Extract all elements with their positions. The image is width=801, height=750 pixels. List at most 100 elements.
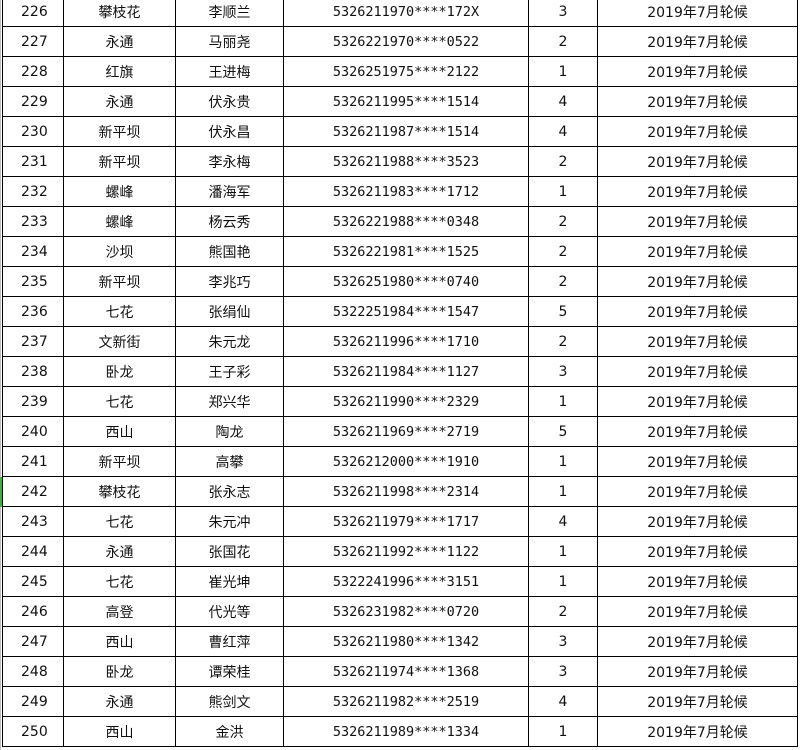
name-cell[interactable]: 熊剑文 — [175, 686, 284, 717]
id-number-cell[interactable]: 5326211974****1368 — [283, 656, 529, 687]
town-cell[interactable]: 西山 — [63, 626, 176, 657]
batch-cell[interactable]: 2019年7月轮候 — [597, 26, 798, 57]
household-size-cell[interactable]: 2 — [528, 596, 598, 627]
household-size-cell[interactable]: 2 — [528, 326, 598, 357]
batch-cell[interactable]: 2019年7月轮候 — [597, 176, 798, 207]
town-cell[interactable]: 文新街 — [63, 326, 176, 357]
name-cell[interactable]: 潘海军 — [175, 176, 284, 207]
batch-cell[interactable]: 2019年7月轮候 — [597, 566, 798, 597]
row-number[interactable]: 248 — [2, 656, 64, 687]
batch-cell[interactable]: 2019年7月轮候 — [597, 446, 798, 477]
batch-cell[interactable]: 2019年7月轮候 — [597, 536, 798, 567]
batch-cell[interactable]: 2019年7月轮候 — [597, 146, 798, 177]
batch-cell[interactable]: 2019年7月轮候 — [597, 626, 798, 657]
household-size-cell[interactable]: 2 — [528, 266, 598, 297]
name-cell[interactable]: 金洪 — [175, 716, 284, 747]
id-number-cell[interactable]: 5326211998****2314 — [283, 476, 529, 507]
id-number-cell[interactable]: 5326211980****1342 — [283, 626, 529, 657]
id-number-cell[interactable]: 5326231982****0720 — [283, 596, 529, 627]
id-number-cell[interactable]: 5326211983****1712 — [283, 176, 529, 207]
row-number[interactable]: 240 — [2, 416, 64, 447]
row-number[interactable]: 235 — [2, 266, 64, 297]
row-number[interactable]: 241 — [2, 446, 64, 477]
batch-cell[interactable]: 2019年7月轮候 — [597, 386, 798, 417]
name-cell[interactable]: 代光等 — [175, 596, 284, 627]
row-number[interactable]: 239 — [2, 386, 64, 417]
name-cell[interactable]: 张绢仙 — [175, 296, 284, 327]
town-cell[interactable]: 永通 — [63, 686, 176, 717]
town-cell[interactable]: 七花 — [63, 506, 176, 537]
household-size-cell[interactable]: 3 — [528, 356, 598, 387]
name-cell[interactable]: 张永志 — [175, 476, 284, 507]
batch-cell[interactable]: 2019年7月轮候 — [597, 716, 798, 747]
id-number-cell[interactable]: 5326221981****1525 — [283, 236, 529, 267]
row-number[interactable]: 229 — [2, 86, 64, 117]
id-number-cell[interactable]: 5326211970****172X — [283, 0, 529, 27]
row-number[interactable]: 249 — [2, 686, 64, 717]
id-number-cell[interactable]: 5322251984****1547 — [283, 296, 529, 327]
name-cell[interactable]: 伏永贵 — [175, 86, 284, 117]
town-cell[interactable]: 西山 — [63, 716, 176, 747]
row-number[interactable]: 233 — [2, 206, 64, 237]
id-number-cell[interactable]: 5326221988****0348 — [283, 206, 529, 237]
row-number[interactable]: 247 — [2, 626, 64, 657]
town-cell[interactable]: 攀枝花 — [63, 0, 176, 27]
household-size-cell[interactable]: 1 — [528, 476, 598, 507]
name-cell[interactable]: 陶龙 — [175, 416, 284, 447]
row-number[interactable]: 227 — [2, 26, 64, 57]
town-cell[interactable]: 七花 — [63, 386, 176, 417]
name-cell[interactable]: 马丽尧 — [175, 26, 284, 57]
row-number[interactable]: 243 — [2, 506, 64, 537]
household-size-cell[interactable]: 5 — [528, 296, 598, 327]
town-cell[interactable]: 永通 — [63, 536, 176, 567]
row-number[interactable]: 231 — [2, 146, 64, 177]
row-number[interactable]: 242 — [2, 476, 64, 507]
household-size-cell[interactable]: 1 — [528, 446, 598, 477]
name-cell[interactable]: 李兆巧 — [175, 266, 284, 297]
id-number-cell[interactable]: 5326251975****2122 — [283, 56, 529, 87]
id-number-cell[interactable]: 5326211979****1717 — [283, 506, 529, 537]
name-cell[interactable]: 伏永昌 — [175, 116, 284, 147]
town-cell[interactable]: 七花 — [63, 566, 176, 597]
row-number[interactable]: 234 — [2, 236, 64, 267]
id-number-cell[interactable]: 5326211969****2719 — [283, 416, 529, 447]
household-size-cell[interactable]: 3 — [528, 656, 598, 687]
household-size-cell[interactable]: 3 — [528, 626, 598, 657]
batch-cell[interactable]: 2019年7月轮候 — [597, 206, 798, 237]
batch-cell[interactable]: 2019年7月轮候 — [597, 506, 798, 537]
town-cell[interactable]: 卧龙 — [63, 356, 176, 387]
id-number-cell[interactable]: 5326211987****1514 — [283, 116, 529, 147]
town-cell[interactable]: 沙坝 — [63, 236, 176, 267]
id-number-cell[interactable]: 5326211990****2329 — [283, 386, 529, 417]
name-cell[interactable]: 朱元冲 — [175, 506, 284, 537]
name-cell[interactable]: 高攀 — [175, 446, 284, 477]
name-cell[interactable]: 王进梅 — [175, 56, 284, 87]
household-size-cell[interactable]: 4 — [528, 686, 598, 717]
household-size-cell[interactable]: 1 — [528, 566, 598, 597]
row-number[interactable]: 226 — [2, 0, 64, 27]
town-cell[interactable]: 螺峰 — [63, 176, 176, 207]
batch-cell[interactable]: 2019年7月轮候 — [597, 476, 798, 507]
row-number[interactable]: 238 — [2, 356, 64, 387]
id-number-cell[interactable]: 5326221970****0522 — [283, 26, 529, 57]
town-cell[interactable]: 西山 — [63, 416, 176, 447]
name-cell[interactable]: 王子彩 — [175, 356, 284, 387]
household-size-cell[interactable]: 5 — [528, 416, 598, 447]
row-number[interactable]: 250 — [2, 716, 64, 747]
row-number[interactable]: 228 — [2, 56, 64, 87]
town-cell[interactable]: 红旗 — [63, 56, 176, 87]
household-size-cell[interactable]: 2 — [528, 206, 598, 237]
household-size-cell[interactable]: 1 — [528, 716, 598, 747]
name-cell[interactable]: 曹红萍 — [175, 626, 284, 657]
name-cell[interactable]: 郑兴华 — [175, 386, 284, 417]
batch-cell[interactable]: 2019年7月轮候 — [597, 356, 798, 387]
id-number-cell[interactable]: 5326251980****0740 — [283, 266, 529, 297]
batch-cell[interactable]: 2019年7月轮候 — [597, 236, 798, 267]
row-number[interactable]: 237 — [2, 326, 64, 357]
town-cell[interactable]: 新平坝 — [63, 266, 176, 297]
town-cell[interactable]: 螺峰 — [63, 206, 176, 237]
batch-cell[interactable]: 2019年7月轮候 — [597, 86, 798, 117]
batch-cell[interactable]: 2019年7月轮候 — [597, 56, 798, 87]
id-number-cell[interactable]: 5326211996****1710 — [283, 326, 529, 357]
household-size-cell[interactable]: 1 — [528, 56, 598, 87]
